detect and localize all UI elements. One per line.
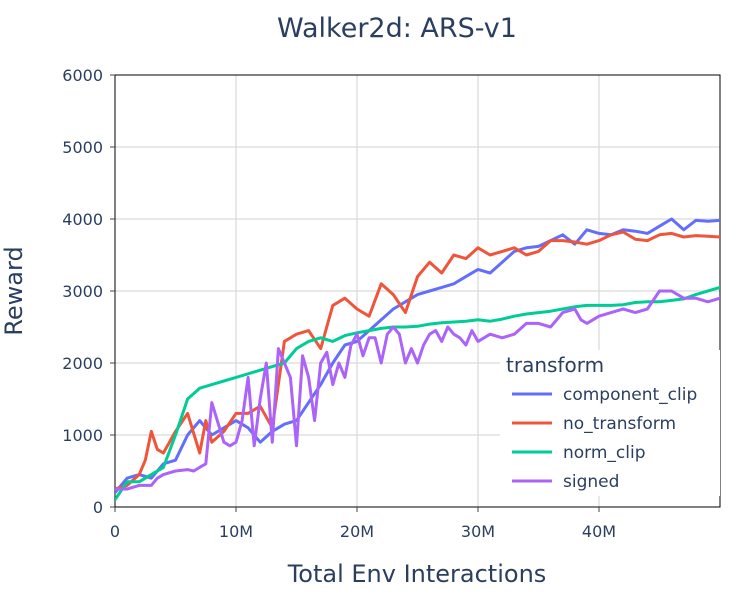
y-tick-label: 1000 — [62, 426, 103, 445]
series-line-signed — [115, 289, 720, 491]
y-tick-label: 4000 — [62, 210, 103, 229]
y-axis-ticks: 0 1000 2000 3000 4000 5000 6000 — [62, 66, 115, 517]
x-tick-label: 40M — [582, 522, 616, 541]
legend-label-norm-clip: norm_clip — [563, 443, 646, 463]
x-axis-ticks: 0 10M 20M 30M 40M — [110, 507, 616, 541]
legend: transform component_clip no_transformnorm… — [500, 350, 720, 496]
x-tick-label: 0 — [110, 522, 120, 541]
series-line-norm-clip — [115, 285, 720, 502]
chart-title: Walker2d: ARS-v1 — [277, 13, 517, 44]
y-tick-label: 3000 — [62, 282, 103, 301]
y-tick-label: 0 — [93, 498, 103, 517]
series-lines — [115, 217, 720, 502]
x-axis-title: Total Env Interactions — [287, 560, 547, 588]
legend-items: component_clip no_transform norm_clipsigne… — [512, 385, 697, 492]
x-tick-label: 10M — [219, 522, 253, 541]
legend-title: transform — [506, 353, 604, 377]
legend-label-no-transform: no_transform — [563, 414, 676, 434]
series-line-no-transform — [115, 230, 720, 491]
legend-label-component-clip: component_clip — [563, 385, 697, 405]
legend-label-signed: signed — [563, 472, 619, 492]
y-tick-label: 6000 — [62, 66, 103, 85]
y-tick-label: 2000 — [62, 354, 103, 373]
y-tick-label: 5000 — [62, 138, 103, 157]
y-axis-title: Reward — [0, 246, 28, 335]
x-tick-label: 30M — [461, 522, 495, 541]
x-tick-label: 20M — [340, 522, 374, 541]
